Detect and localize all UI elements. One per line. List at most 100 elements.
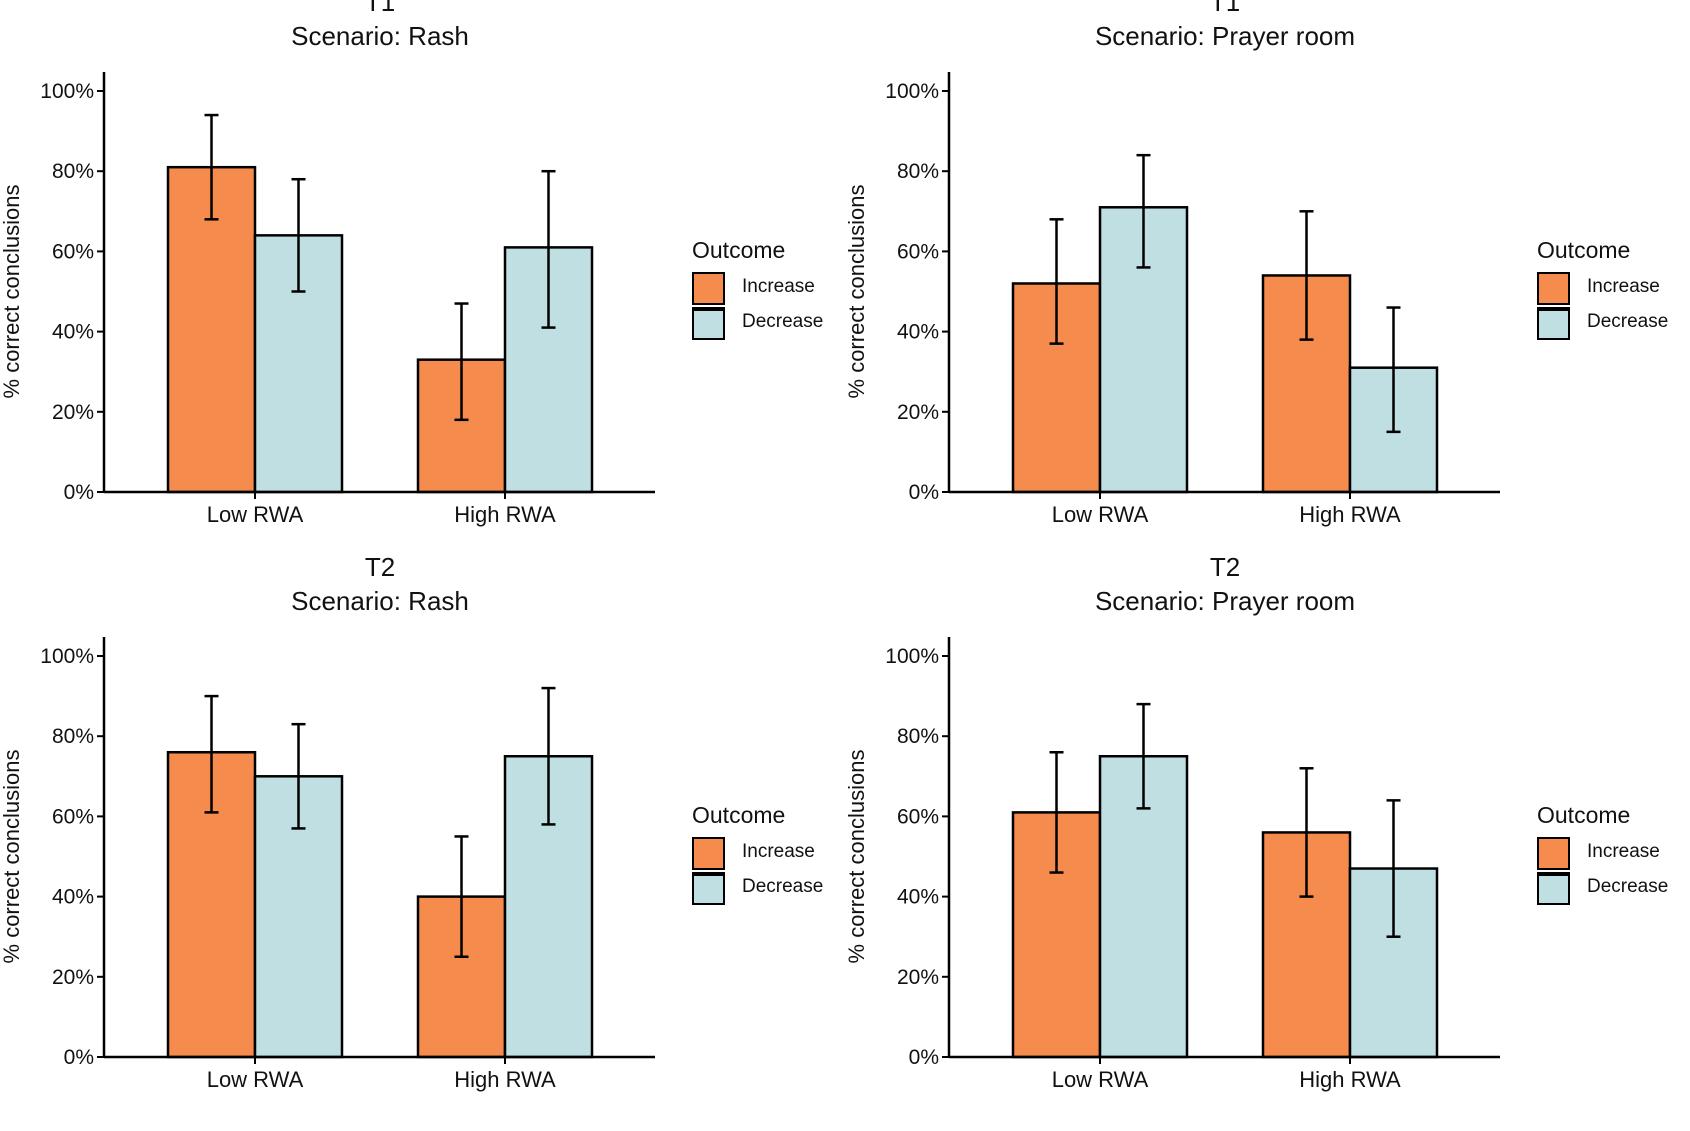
bar-chart: % correct conclusions 0% 20% 40% 60% 80% 100% L… <box>0 72 655 527</box>
y-tick-label: 20% <box>52 401 94 424</box>
y-tick-label: 80% <box>52 160 94 183</box>
legend-swatch-decrease <box>1537 872 1570 905</box>
y-tick-label: 40% <box>897 321 939 344</box>
error-bar <box>204 113 219 221</box>
x-tick-label: High RWA <box>1299 502 1401 527</box>
y-tick-label: 60% <box>897 805 939 828</box>
y-tick-label: 20% <box>897 401 939 424</box>
error-bar <box>541 169 556 329</box>
legend-item-increase: Increase <box>692 837 815 872</box>
y-tick-label: 0% <box>64 1046 94 1069</box>
x-tick-label: High RWA <box>454 502 556 527</box>
legend-swatch-increase <box>1537 272 1570 305</box>
y-tick-label: 20% <box>52 966 94 989</box>
legend-label-decrease: Decrease <box>1587 311 1669 332</box>
error-bar <box>291 177 306 293</box>
legend-title: Outcome <box>692 802 786 828</box>
y-tick-label: 80% <box>897 725 939 748</box>
legend-swatch-increase <box>692 837 725 870</box>
y-tick-label: 100% <box>40 645 94 668</box>
panel-title: T1 <box>364 0 396 17</box>
legend: Outcome Increase Decrease <box>1537 237 1668 342</box>
legend-label-increase: Increase <box>742 276 815 297</box>
legend-label-decrease: Decrease <box>1587 876 1669 897</box>
bar-increase-low-rwa <box>166 165 257 494</box>
legend-label-increase: Increase <box>742 841 815 862</box>
legend: Outcome Increase Decrease <box>692 802 823 907</box>
chart-panel-t1-prayer-room: T1 Scenario: Prayer room % correct concl… <box>844 0 1690 565</box>
legend-label-decrease: Decrease <box>742 876 824 897</box>
legend-swatch-increase <box>692 272 725 305</box>
error-bar <box>1049 750 1064 874</box>
y-tick-label: 20% <box>897 966 939 989</box>
panel-subtitle: Scenario: Prayer room <box>1094 586 1356 616</box>
legend-swatch-decrease <box>692 872 725 905</box>
y-tick-label: 80% <box>897 160 939 183</box>
chart-panel-t2-prayer-room: T2 Scenario: Prayer room % correct concl… <box>844 552 1690 1130</box>
legend-item-increase: Increase <box>692 272 815 307</box>
error-bar <box>454 835 469 958</box>
y-tick-label: 40% <box>897 886 939 909</box>
bar-chart: % correct conclusions 0% 20% 40% 60% 80% 100% L… <box>844 637 1500 1092</box>
error-bar <box>291 722 306 830</box>
y-tick-label: 40% <box>52 886 94 909</box>
y-axis-label: % correct conclusions <box>844 185 869 399</box>
bar-chart: % correct conclusions 0% 20% 40% 60% 80% 100% L… <box>844 72 1500 527</box>
panel-subtitle: Scenario: Rash <box>291 21 469 51</box>
x-tick-label: Low RWA <box>207 1067 304 1092</box>
y-tick-label: 40% <box>52 321 94 344</box>
x-tick-label: High RWA <box>454 1067 556 1092</box>
legend-swatch-increase <box>1537 837 1570 870</box>
panel-subtitle: Scenario: Rash <box>291 586 469 616</box>
legend-label-increase: Increase <box>1587 841 1660 862</box>
error-bar <box>1049 218 1064 345</box>
y-tick-label: 60% <box>52 240 94 263</box>
error-bar <box>1386 306 1401 434</box>
legend: Outcome Increase Decrease <box>1537 802 1668 907</box>
chart-panel-t1-rash: T1 Scenario: Rash % correct conclusions 0… <box>0 0 845 565</box>
y-tick-label: 60% <box>52 805 94 828</box>
legend-swatch-decrease <box>692 307 725 340</box>
legend: Outcome Increase Decrease <box>692 237 823 342</box>
legend-title: Outcome <box>1537 802 1631 828</box>
x-tick-label: Low RWA <box>1052 502 1149 527</box>
y-axis-label: % correct conclusions <box>0 750 24 964</box>
y-axis-label: % correct conclusions <box>0 185 24 399</box>
y-tick-label: 0% <box>909 481 939 504</box>
y-tick-label: 100% <box>40 80 94 103</box>
error-bar <box>1299 767 1314 898</box>
x-tick-label: High RWA <box>1299 1067 1401 1092</box>
panel-title: T1 <box>1209 0 1241 17</box>
y-tick-label: 0% <box>64 481 94 504</box>
panel-title: T2 <box>364 552 396 582</box>
bar-chart: % correct conclusions 0% 20% 40% 60% 80% 100% L… <box>0 637 655 1092</box>
legend-label-decrease: Decrease <box>742 311 824 332</box>
y-tick-label: 60% <box>897 240 939 263</box>
error-bar <box>1299 210 1314 341</box>
legend-label-increase: Increase <box>1587 276 1660 297</box>
legend-swatch-decrease <box>1537 307 1570 340</box>
error-bar <box>541 686 556 826</box>
legend-title: Outcome <box>692 237 786 263</box>
y-tick-label: 0% <box>909 1046 939 1069</box>
y-axis-label: % correct conclusions <box>844 750 869 964</box>
y-tick-label: 80% <box>52 725 94 748</box>
error-bar <box>204 694 219 814</box>
legend-item-increase: Increase <box>1537 272 1660 307</box>
legend-item-decrease: Decrease <box>692 872 823 907</box>
error-bar <box>454 302 469 422</box>
legend-item-decrease: Decrease <box>1537 307 1668 342</box>
legend-item-decrease: Decrease <box>692 307 823 342</box>
x-tick-label: Low RWA <box>1052 1067 1149 1092</box>
legend-item-increase: Increase <box>1537 837 1660 872</box>
y-tick-label: 100% <box>885 80 939 103</box>
error-bar <box>1386 799 1401 938</box>
panel-subtitle: Scenario: Prayer room <box>1094 21 1356 51</box>
x-tick-label: Low RWA <box>207 502 304 527</box>
legend-title: Outcome <box>1537 237 1631 263</box>
error-bar <box>1136 153 1151 269</box>
panel-title: T2 <box>1209 552 1241 582</box>
chart-panel-t2-rash: T2 Scenario: Rash % correct conclusions 0… <box>0 552 845 1130</box>
legend-item-decrease: Decrease <box>1537 872 1668 907</box>
